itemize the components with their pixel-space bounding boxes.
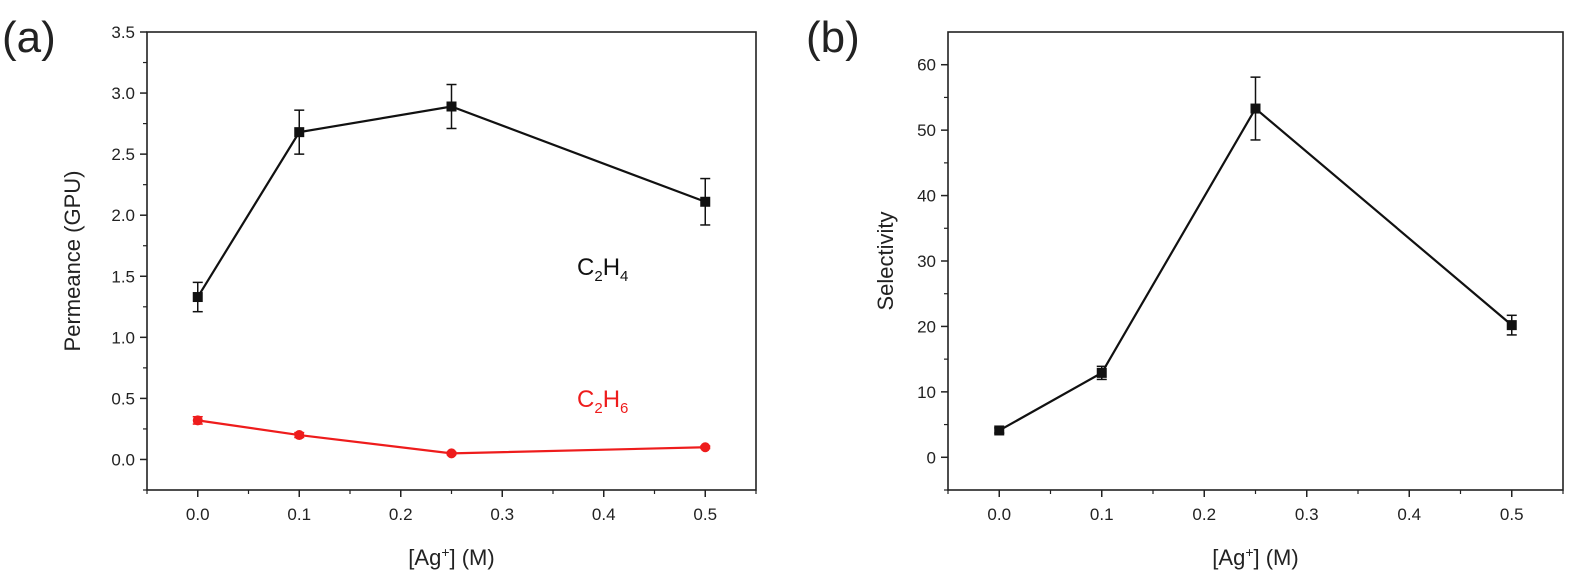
data-point-b-0: [1250, 103, 1261, 114]
data-point-a-0: [294, 127, 305, 138]
y-tick-label-a: 2.0: [111, 206, 135, 225]
x-tick-label-a: 0.0: [186, 505, 210, 524]
x-tick-label-b: 0.3: [1295, 505, 1319, 524]
x-tick-label-b: 0.4: [1397, 505, 1421, 524]
series-line-a-0: [196, 105, 706, 298]
x-tick-label-b: 0.2: [1192, 505, 1216, 524]
series-label-a-1: C2H6: [577, 386, 628, 417]
data-point-a-1: [446, 448, 457, 459]
y-tick-label-b: 30: [917, 252, 936, 271]
y-tick-label-a: 3.0: [111, 84, 135, 103]
x-tick-label-b: 0.0: [987, 505, 1011, 524]
y-axis-title-b: Selectivity: [873, 211, 898, 310]
series-label-a-0: C2H4: [577, 254, 628, 285]
series-line-b-0: [998, 106, 1513, 432]
x-axis-title-a: [Ag+] (M): [408, 544, 494, 570]
y-tick-label-a: 3.5: [111, 23, 135, 42]
y-tick-label-b: 40: [917, 187, 936, 206]
x-tick-label-a: 0.5: [693, 505, 717, 524]
y-tick-label-a: 1.0: [111, 328, 135, 347]
data-point-a-0: [700, 196, 711, 207]
y-tick-label-b: 10: [917, 383, 936, 402]
y-tick-label-b: 60: [917, 56, 936, 75]
x-tick-label-a: 0.2: [389, 505, 413, 524]
data-point-b-0: [1506, 320, 1517, 331]
y-tick-label-a: 0.0: [111, 450, 135, 469]
y-tick-label-a: 2.5: [111, 145, 135, 164]
panel-b-letter: (b): [806, 13, 860, 62]
y-tick-label-b: 50: [917, 121, 936, 140]
y-tick-label-b: 0: [927, 448, 936, 467]
panel-a-letter: (a): [2, 13, 56, 62]
chart-a: 0.0 0.1 0.2 0.3 0.4 0.5 0.0 0.5 1.0 1.5 2.0 2.5 3.0 3…: [60, 23, 757, 570]
data-point-a-0: [446, 101, 457, 112]
data-point-b-0: [994, 425, 1005, 436]
data-point-a-1: [700, 442, 711, 453]
y-tick-label-b: 20: [917, 317, 936, 336]
x-tick-label-b: 0.1: [1090, 505, 1114, 524]
series-line-a-1: [197, 419, 706, 455]
data-point-b-0: [1096, 367, 1107, 378]
x-axis-title-b: [Ag+] (M): [1212, 544, 1298, 570]
data-point-a-1: [294, 430, 305, 441]
x-tick-label-b: 0.5: [1500, 505, 1524, 524]
x-tick-label-a: 0.3: [490, 505, 514, 524]
data-point-a-1: [192, 415, 203, 426]
chart-b: 0.0 0.1 0.2 0.3 0.4 0.5 0 10 20 30 40 50 60 [Ag+] (M)…: [873, 31, 1564, 570]
x-tick-label-a: 0.1: [287, 505, 311, 524]
y-axis-title-a: Permeance (GPU): [60, 171, 85, 352]
data-point-a-0: [192, 292, 203, 303]
y-tick-label-a: 1.5: [111, 267, 135, 286]
y-tick-label-a: 0.5: [111, 389, 135, 408]
x-tick-label-a: 0.4: [592, 505, 616, 524]
